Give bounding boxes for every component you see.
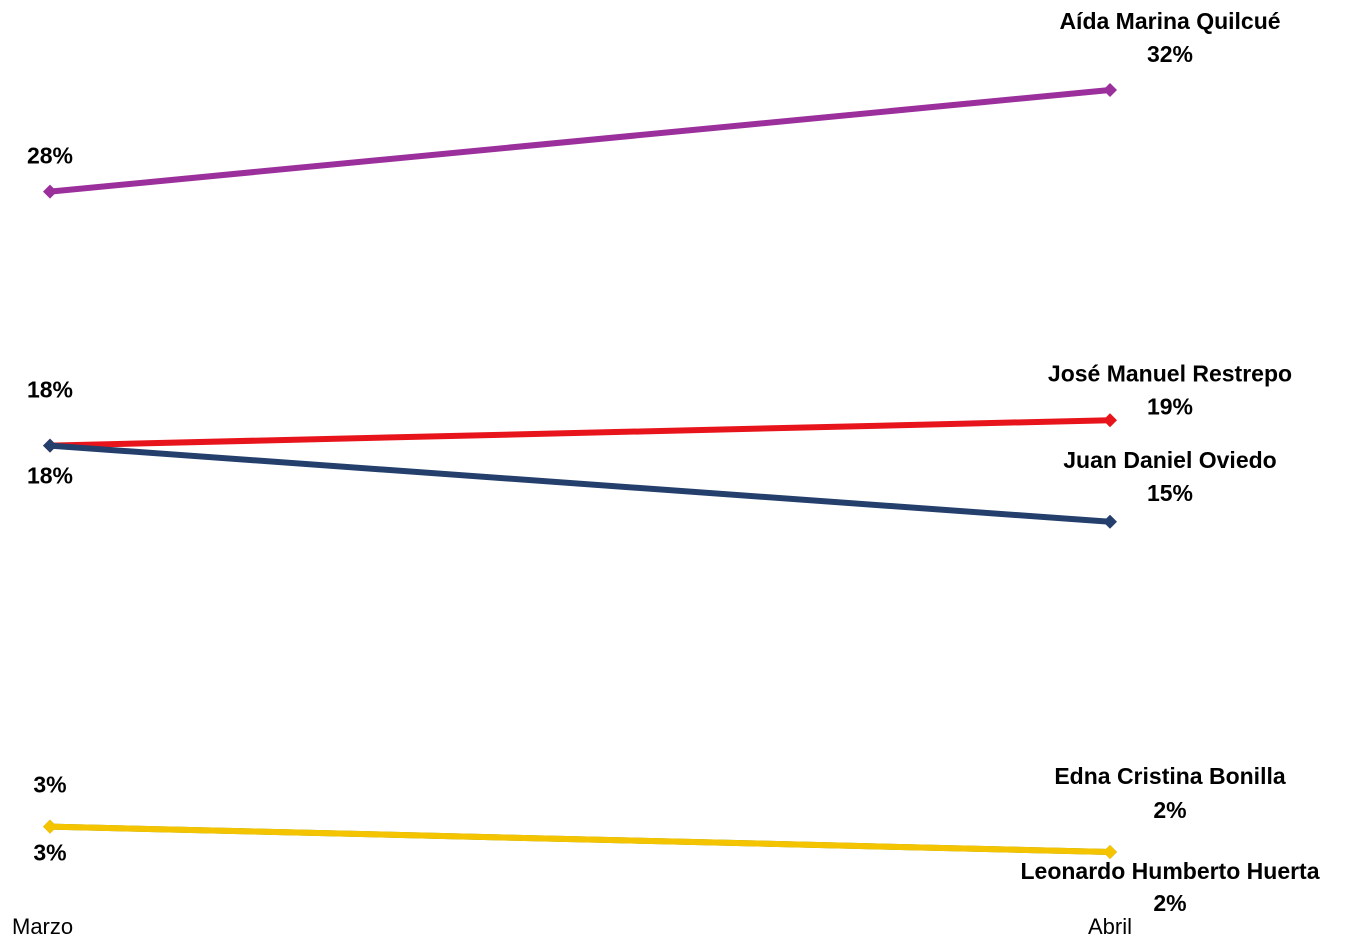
legend-label: José Manuel Restrepo [1048,360,1292,386]
data-label: 3% [33,772,66,798]
series-line [49,417,1111,449]
data-label: 2% [1153,890,1186,916]
series-line [49,87,1111,195]
data-label: 19% [1147,393,1193,419]
data-label: 18% [27,377,73,403]
legend-label: Aída Marina Quilcué [1059,8,1280,34]
data-label: 28% [27,143,73,169]
marker [43,438,57,453]
legend-label: Edna Cristina Bonilla [1054,763,1286,789]
data-label: 2% [1153,797,1186,823]
marker [1103,413,1117,428]
marker [43,819,57,834]
series-line [49,823,1111,855]
legend-label: Leonardo Humberto Huerta [1020,858,1319,884]
marker [1103,83,1117,97]
x-tick-label: Marzo [12,914,73,939]
data-label: 32% [1147,41,1193,67]
marker [43,184,57,199]
data-label: 3% [33,840,66,866]
data-label: 15% [1147,480,1193,506]
data-label: 18% [27,463,73,489]
marker [1103,514,1117,529]
marker [1103,845,1117,859]
x-tick-label: Abril [1088,914,1132,939]
series-line [49,442,1111,525]
legend-label: Juan Daniel Oviedo [1063,447,1276,473]
